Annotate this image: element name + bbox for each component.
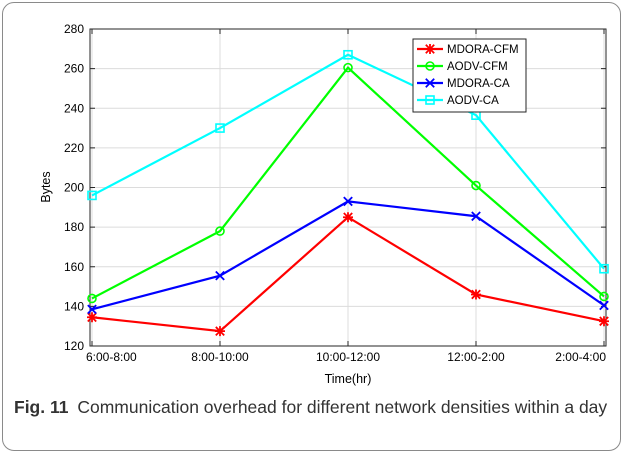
y-tick-label: 220 — [64, 141, 84, 155]
y-tick-label: 240 — [64, 101, 84, 115]
data-point — [425, 78, 435, 88]
x-axis-label: Time(hr) — [325, 372, 372, 386]
y-tick-label: 140 — [64, 299, 84, 313]
data-point — [343, 49, 353, 60]
figure-label: Fig. 11 — [14, 397, 69, 417]
data-point — [425, 95, 435, 105]
series-aodv-cfm — [87, 62, 609, 304]
legend-entry: MDORA-CA — [417, 78, 510, 90]
data-point — [425, 61, 435, 71]
data-point — [599, 300, 609, 311]
series-mdora-cfm — [87, 212, 609, 337]
legend-label: MDORA-CFM — [447, 44, 519, 56]
data-point — [425, 44, 435, 54]
data-point — [215, 226, 225, 236]
data-point — [599, 263, 609, 274]
data-point — [215, 326, 225, 337]
data-point — [87, 304, 97, 315]
x-tick-label: 12:00-2:00 — [447, 350, 505, 364]
legend-entry: MDORA-CFM — [417, 44, 519, 56]
figure-caption: Fig. 11 Communication overhead for diffe… — [14, 395, 614, 420]
legend-label: MDORA-CA — [447, 78, 510, 90]
data-point — [87, 312, 97, 323]
data-point — [215, 270, 225, 281]
x-tick-label: 8:00-10:00 — [191, 350, 249, 364]
series-layer — [87, 49, 609, 337]
series-mdora-ca — [87, 196, 609, 315]
y-tick-label: 200 — [64, 181, 84, 195]
legend-label: AODV-CA — [447, 95, 499, 107]
x-tick-label: 2:00-4:00 — [555, 350, 606, 364]
legend-entry: AODV-CA — [417, 95, 499, 107]
data-point — [343, 212, 353, 223]
data-point — [471, 180, 481, 191]
data-point — [215, 123, 225, 133]
legend-entry: AODV-CFM — [417, 61, 508, 73]
data-point — [87, 190, 97, 201]
x-tick-label: 6:00-8:00 — [86, 350, 137, 364]
y-axis: 120 140 160 180 200 220 240 260 280 — [64, 22, 606, 353]
y-tick-label: 160 — [64, 260, 84, 274]
data-point — [599, 291, 609, 302]
data-point — [471, 211, 481, 222]
figure-caption-text: Communication overhead for different net… — [77, 397, 608, 417]
data-point — [471, 289, 481, 300]
y-axis-label: Bytes — [39, 171, 53, 202]
x-axis: 6:00-8:00 8:00-10:00 10:00-12:00 12:00-2:00… — [86, 29, 606, 364]
data-point — [343, 196, 353, 207]
data-point — [343, 62, 353, 73]
y-tick-label: 260 — [64, 62, 84, 76]
data-point — [87, 293, 97, 304]
grid-lines — [90, 28, 606, 347]
series-line — [91, 66, 605, 300]
legend: MDORA-CFM AODV-CFM MDORA-CA AODV-CA — [412, 38, 527, 113]
data-point — [599, 316, 609, 327]
y-tick-label: 120 — [64, 339, 84, 353]
series-line — [91, 53, 605, 270]
line-chart: 120 140 160 180 200 220 240 260 280 6:00-8:00 8:0… — [39, 22, 609, 386]
x-tick-label: 10:00-12:00 — [316, 350, 380, 364]
y-tick-label: 280 — [64, 22, 84, 36]
y-tick-label: 180 — [64, 220, 84, 234]
legend-label: AODV-CFM — [447, 61, 508, 73]
